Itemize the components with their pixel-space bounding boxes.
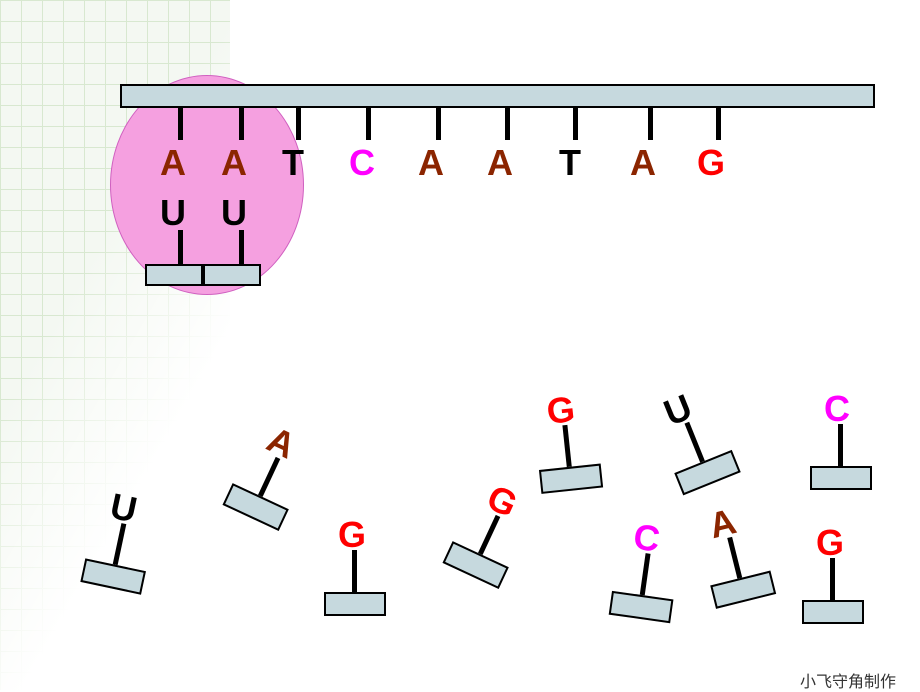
free-nucleotide-block [674, 450, 740, 495]
rna-nucleotide-block [145, 264, 203, 286]
free-nucleotide-block [442, 541, 508, 589]
free-nucleotide-G: G [800, 522, 880, 642]
free-nucleotide-stick [258, 457, 280, 497]
free-nucleotide-block [222, 483, 288, 531]
dna-tick [296, 108, 301, 140]
dna-tick [366, 108, 371, 140]
free-nucleotide-U: U [75, 482, 178, 616]
free-nucleotide-block [539, 464, 603, 494]
free-nucleotide-C: C [808, 388, 888, 508]
dna-base-C: C [349, 142, 375, 184]
dna-strand-bar [120, 84, 875, 108]
free-nucleotide-C: C [604, 513, 700, 643]
free-nucleotide-A: A [213, 412, 336, 555]
polymerase-ellipse [110, 75, 304, 295]
free-nucleotide-stick [640, 553, 651, 595]
free-nucleotide-block [609, 591, 674, 623]
dna-base-G: G [697, 142, 725, 184]
free-nucleotide-block [802, 600, 864, 624]
free-nucleotide-stick [727, 537, 742, 579]
rna-nucleotide-block [203, 264, 261, 286]
free-nucleotide-label: G [481, 476, 524, 526]
dna-tick [573, 108, 578, 140]
free-nucleotide-block [324, 592, 386, 616]
dna-base-A: A [221, 142, 247, 184]
dna-tick [716, 108, 721, 140]
dna-base-T: T [559, 142, 581, 184]
free-nucleotide-A: A [689, 491, 796, 627]
free-nucleotide-label: U [658, 386, 698, 435]
free-nucleotide-G: G [529, 384, 621, 512]
dna-base-A: A [418, 142, 444, 184]
dna-base-A: A [487, 142, 513, 184]
dna-tick [178, 108, 183, 140]
rna-tick [239, 230, 244, 264]
dna-tick [239, 108, 244, 140]
rna-base-U: U [221, 192, 247, 234]
credit-text: 小飞守角制作 [800, 668, 896, 692]
free-nucleotide-block [80, 558, 146, 594]
free-nucleotide-stick [684, 422, 704, 463]
free-nucleotide-stick [562, 425, 571, 467]
free-nucleotide-block [810, 466, 872, 490]
free-nucleotide-label: A [705, 500, 740, 547]
free-nucleotide-stick [352, 550, 357, 592]
free-nucleotide-stick [838, 424, 843, 466]
dna-base-A: A [630, 142, 656, 184]
dna-tick [648, 108, 653, 140]
dna-base-T: T [282, 142, 304, 184]
free-nucleotide-U: U [643, 372, 762, 513]
free-nucleotide-label: G [545, 388, 577, 433]
dna-tick [505, 108, 510, 140]
free-nucleotide-stick [478, 515, 500, 555]
free-nucleotide-stick [113, 523, 127, 565]
free-nucleotide-G: G [322, 514, 402, 634]
rna-base-U: U [160, 192, 186, 234]
free-nucleotide-G: G [433, 470, 556, 613]
free-nucleotide-label: A [261, 418, 302, 467]
free-nucleotide-block [710, 571, 776, 609]
rna-tick [178, 230, 183, 264]
dna-tick [436, 108, 441, 140]
diagram-stage: AATCAATAGUUUAGGGCUACG [0, 0, 920, 690]
free-nucleotide-label: C [824, 388, 850, 430]
dna-base-A: A [160, 142, 186, 184]
free-nucleotide-stick [830, 558, 835, 600]
